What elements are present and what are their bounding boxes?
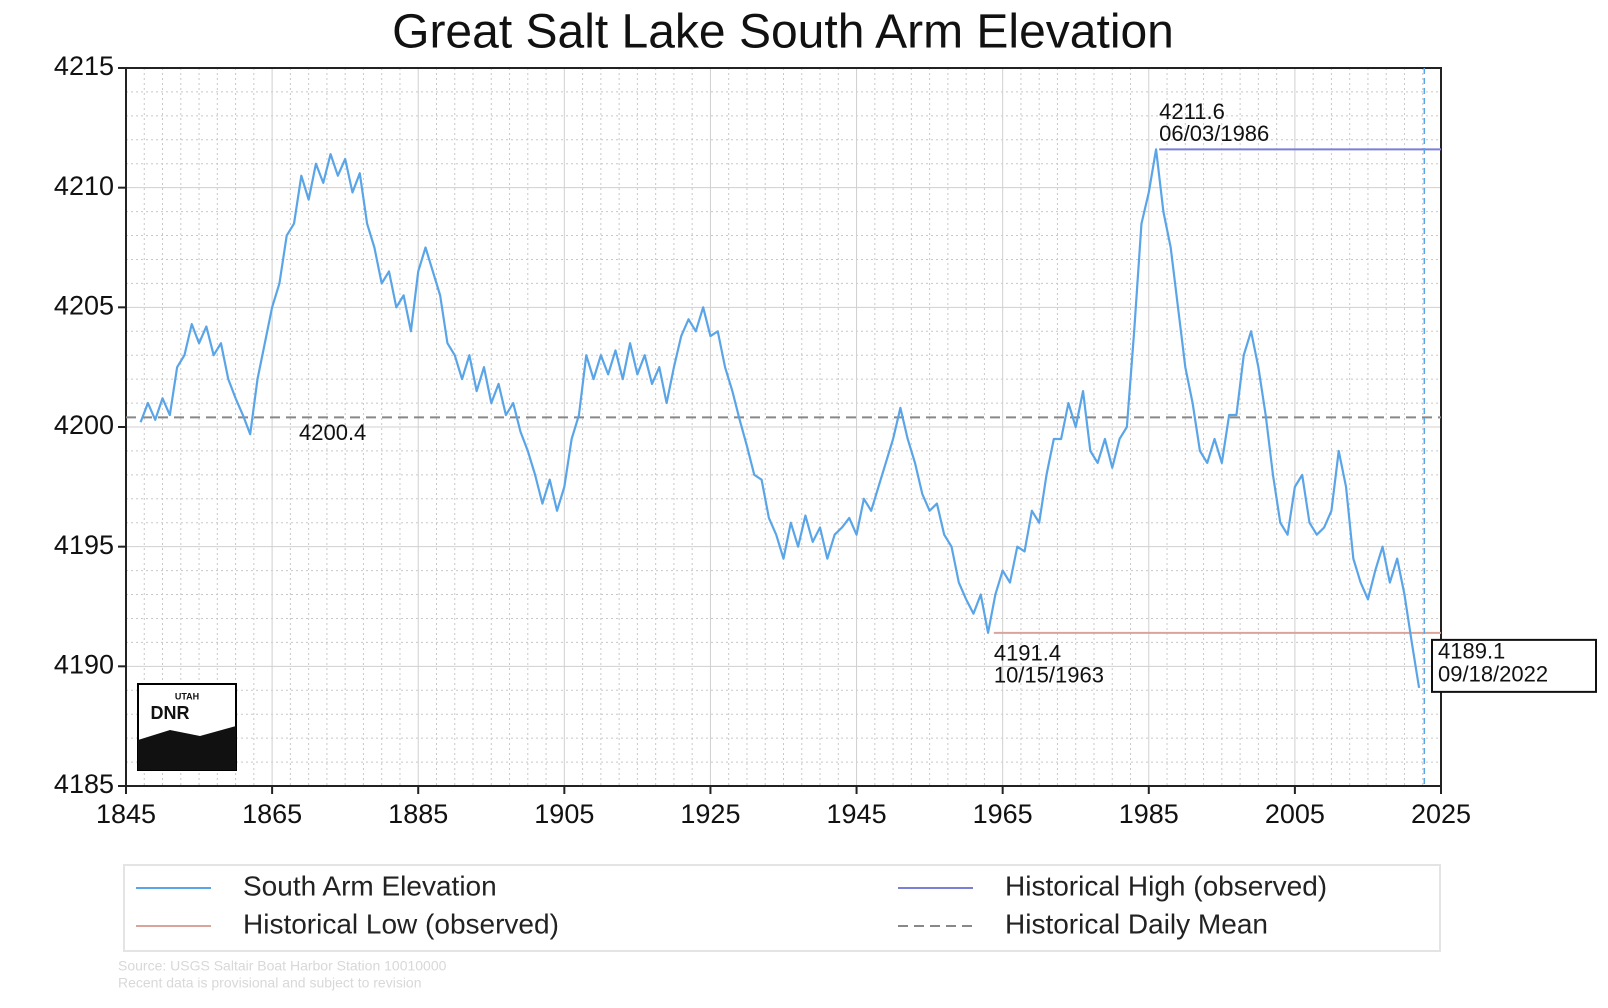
reference-date-label: 06/03/1986: [1159, 121, 1269, 146]
logo: UTAH DNR: [137, 683, 237, 771]
x-tick-label: 1845: [96, 799, 156, 829]
y-tick-label: 4205: [54, 290, 114, 320]
x-tick-label: 2025: [1411, 799, 1471, 829]
legend-box: [123, 864, 1441, 952]
source-note: Recent data is provisional and subject t…: [118, 975, 422, 991]
reference-date-label: 10/15/1963: [994, 663, 1104, 688]
reference-value-label: 4200.4: [299, 420, 366, 445]
reference-value-label: 4211.6: [1159, 99, 1225, 124]
chart-title: Great Salt Lake South Arm Elevation: [392, 6, 1174, 59]
logo-text: DNR: [151, 703, 190, 723]
x-tick-label: 1885: [388, 799, 448, 829]
current-label-box: [1431, 638, 1597, 693]
legend-label: South Arm Elevation: [243, 870, 497, 901]
grid: 1845 1865 1885 1905 1925 1945 1965 1985 2005 2025…: [54, 51, 1471, 829]
plot-frame: [125, 67, 1442, 787]
y-tick-label: 4215: [54, 51, 114, 81]
reference-value-label: 4191.4: [994, 641, 1061, 666]
series-line: [139, 148, 1421, 689]
current-value-label: 4189.1: [1438, 639, 1505, 664]
logo-shape: [138, 726, 236, 770]
legend-label: Historical Low (observed): [243, 908, 559, 939]
plot-area: 4211.606/03/1986 4191.410/15/1963 4200.4 41…: [126, 68, 1597, 786]
legend-label: Historical High (observed): [1005, 870, 1327, 901]
x-tick-label: 1985: [1119, 799, 1179, 829]
x-tick-label: 1945: [827, 799, 887, 829]
x-tick-label: 1865: [242, 799, 302, 829]
x-tick-label: 1905: [534, 799, 594, 829]
x-tick-label: 1925: [680, 799, 740, 829]
y-tick-label: 4210: [54, 171, 114, 201]
legend: South Arm Elevation Historical High (obse…: [136, 870, 1327, 939]
x-tick-label: 1965: [973, 799, 1033, 829]
x-tick-label: 2005: [1265, 799, 1325, 829]
legend-label: Historical Daily Mean: [1005, 908, 1268, 939]
y-tick-label: 4200: [54, 410, 114, 440]
y-tick-label: 4185: [54, 769, 114, 799]
logo-top: UTAH: [175, 691, 199, 701]
current-date-label: 09/18/2022: [1438, 662, 1548, 687]
y-tick-label: 4190: [54, 649, 114, 679]
source-note: Source: USGS Saltair Boat Harbor Station…: [118, 958, 447, 974]
y-tick-label: 4195: [54, 530, 114, 560]
